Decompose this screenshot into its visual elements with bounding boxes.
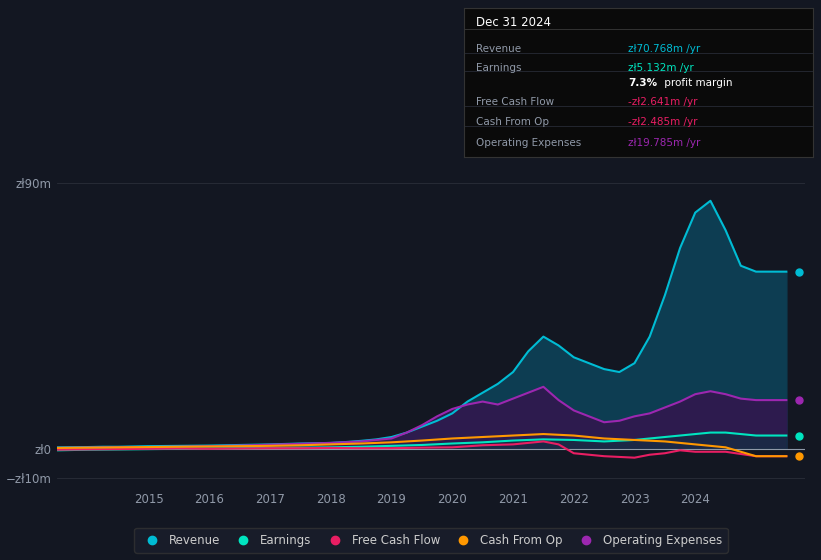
Text: Dec 31 2024: Dec 31 2024: [476, 16, 551, 29]
Text: zł70.768m /yr: zł70.768m /yr: [628, 44, 700, 54]
Text: zł19.785m /yr: zł19.785m /yr: [628, 138, 700, 147]
Text: zł5.132m /yr: zł5.132m /yr: [628, 63, 694, 73]
Text: Cash From Op: Cash From Op: [476, 116, 549, 127]
Text: Free Cash Flow: Free Cash Flow: [476, 97, 554, 108]
Legend: Revenue, Earnings, Free Cash Flow, Cash From Op, Operating Expenses: Revenue, Earnings, Free Cash Flow, Cash …: [135, 528, 727, 553]
Text: Revenue: Revenue: [476, 44, 521, 54]
Text: -zł2.485m /yr: -zł2.485m /yr: [628, 116, 697, 127]
Text: -zł2.641m /yr: -zł2.641m /yr: [628, 97, 697, 108]
Text: Earnings: Earnings: [476, 63, 521, 73]
Text: Operating Expenses: Operating Expenses: [476, 138, 581, 147]
Text: 7.3%: 7.3%: [628, 78, 657, 88]
Text: profit margin: profit margin: [661, 78, 732, 88]
